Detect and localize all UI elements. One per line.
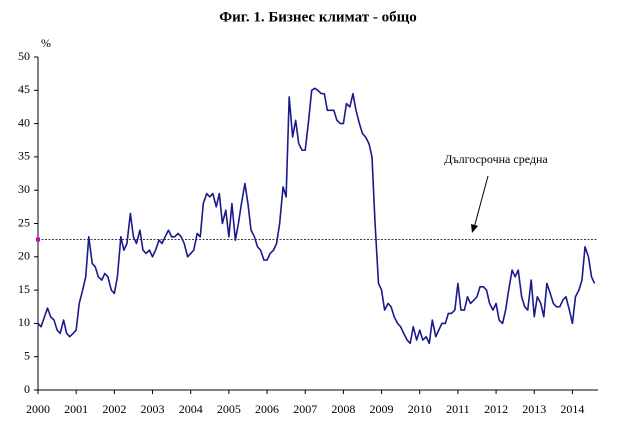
y-tick-label: 10: [18, 315, 30, 329]
x-tick-label: 2007: [293, 402, 317, 416]
y-tick-label: 30: [18, 182, 30, 196]
x-tick-label: 2003: [141, 402, 165, 416]
y-tick-label: 15: [18, 282, 30, 296]
x-tick-label: 2012: [484, 402, 508, 416]
x-tick-label: 2009: [370, 402, 394, 416]
y-axis-label: %: [41, 36, 51, 50]
y-tick-label: 5: [24, 348, 30, 362]
y-tick-label: 40: [18, 115, 30, 129]
x-tick-label: 2010: [408, 402, 432, 416]
annotation: Дългосрочна средна: [444, 152, 548, 166]
x-tick-label: 2002: [102, 402, 126, 416]
y-tick-label: 45: [18, 82, 30, 96]
y-tick-label: 50: [18, 49, 30, 63]
y-tick-label: 25: [18, 215, 30, 229]
x-tick-label: 2005: [217, 402, 241, 416]
x-tick-label: 2001: [64, 402, 88, 416]
x-tick-label: 2013: [522, 402, 546, 416]
x-tick-label: 2008: [331, 402, 355, 416]
x-tick-label: 2000: [26, 402, 50, 416]
average-marker: [36, 237, 40, 242]
arrow-head: [471, 224, 478, 233]
data-line: [37, 87, 596, 345]
y-tick-label: 0: [24, 382, 30, 396]
x-tick-label: 2004: [179, 402, 203, 416]
x-tick-label: 2014: [560, 402, 584, 416]
annotation-arrow: [473, 175, 489, 229]
x-tick-label: 2011: [446, 402, 470, 416]
y-tick-label: 20: [18, 249, 30, 263]
x-tick-label: 2006: [255, 402, 279, 416]
y-tick-label: 35: [18, 149, 30, 163]
chart-title: Фиг. 1. Бизнес климат - общо: [219, 9, 417, 25]
